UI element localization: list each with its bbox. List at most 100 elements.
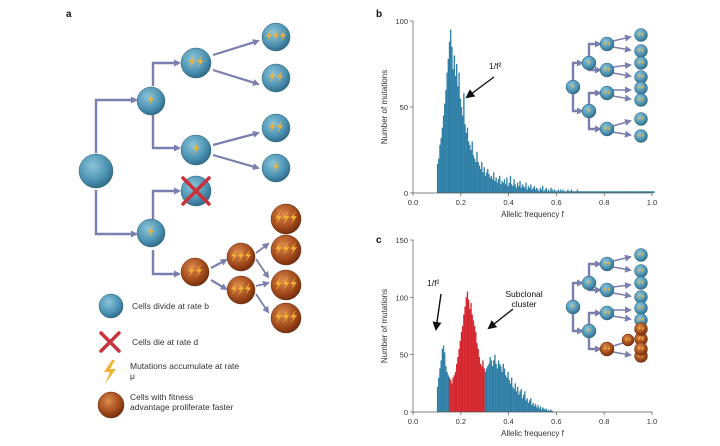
blue-cell [634,56,648,70]
lightning-icon [290,241,297,256]
bar [441,348,444,412]
bar [580,191,582,193]
division-arrow [612,314,632,322]
lightning-icon [641,31,645,38]
bar [644,191,647,193]
bar [503,368,506,412]
bar [648,191,650,193]
division-arrow [151,115,181,152]
lightning-icon [282,276,290,291]
lightning-icon [607,286,611,293]
bar-subclonal [463,314,465,412]
blue-cell [599,282,615,298]
bar [595,191,598,193]
division-arrow [612,291,632,299]
lightning-icon [637,293,641,300]
bar [567,189,569,193]
bar [605,191,607,193]
lightning-icon [641,316,645,323]
bar-subclonal [467,299,470,412]
bar [496,182,498,193]
bar [552,191,555,193]
bar [530,398,532,412]
bar [617,191,619,193]
division-arrow [612,45,632,53]
bar [454,76,457,193]
bar-subclonal [475,331,477,412]
bar [574,191,576,193]
bar [647,191,649,193]
division-arrow [612,130,632,138]
bar-subclonal [477,348,479,412]
lightning-icon [641,73,645,80]
bar [641,191,643,193]
histogram-c: 0.0 0.2 0.4 0.6 0.8 1.0 0 50 100 150 Allelic frequ… [380,236,657,438]
blue-cell [634,44,648,58]
bar [650,191,653,193]
bar [524,187,526,193]
bar [463,93,465,193]
panel-letter-c: c [376,235,382,246]
bar [568,191,570,193]
division-arrow [255,258,270,279]
bar [589,191,592,193]
bar [460,107,463,193]
bar [540,409,543,412]
bar [515,391,518,412]
bar [604,191,606,193]
lightning-icon [641,84,645,91]
bar [444,352,446,412]
blue-cell-icon [98,293,124,319]
bar [520,389,522,412]
lightning-icon [637,59,641,66]
lightning-icon [637,267,641,274]
lightning-icon [230,249,238,262]
bar [534,189,537,193]
bar [478,165,481,193]
bar [643,191,645,193]
bar [630,191,632,193]
lightning-icon [269,70,276,83]
lightning-icon [641,279,645,286]
bar [440,360,442,412]
bar [516,182,519,193]
lightning-icon [637,47,641,54]
bar [588,191,591,193]
bar [503,179,506,193]
lightning-icon [587,59,591,66]
y-tick-label: 0 [404,408,408,417]
bar [616,191,618,193]
x-tick-label: 0.4 [503,417,513,426]
bar [614,191,617,193]
division-arrow [212,130,260,147]
bar [502,182,504,193]
bar [490,175,493,193]
bar [537,189,539,193]
bar [488,363,490,412]
lightning-icon [641,325,645,332]
bar [635,191,637,193]
bar [620,191,623,193]
annotation-b-power-law: 1/f² [489,61,501,71]
blue-cell [261,113,291,143]
bar [456,64,458,193]
lightning-icon [603,286,607,293]
bar [550,409,552,412]
bar [447,58,449,194]
bar [465,132,467,193]
lightning-icon [571,303,575,310]
panel-letter-a: a [66,9,72,20]
bar-subclonal [459,340,461,412]
division-arrow [571,279,584,302]
bar-subclonal [457,356,459,412]
legend-text-divide: Cells divide at rate b [132,301,209,311]
bar [575,191,577,193]
lightning-icon [637,96,641,103]
bar [482,172,484,193]
bar-subclonal [483,368,485,412]
lightning-icon [641,335,645,342]
bar [640,191,642,193]
bar [573,191,575,193]
bar [579,191,581,193]
bar [597,191,599,193]
